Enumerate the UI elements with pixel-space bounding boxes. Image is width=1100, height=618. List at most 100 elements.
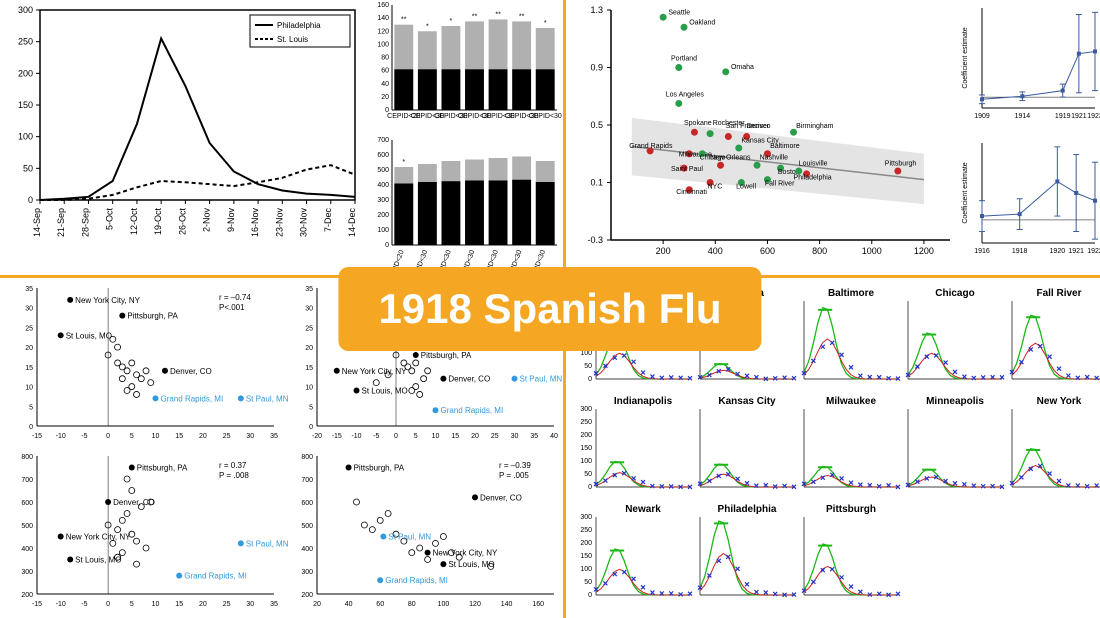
svg-text:Grand Rapids, MI: Grand Rapids, MI bbox=[441, 406, 504, 415]
svg-text:P<.001: P<.001 bbox=[219, 303, 245, 312]
svg-text:160: 160 bbox=[377, 2, 389, 9]
svg-text:100: 100 bbox=[18, 132, 33, 142]
svg-text:Indianapolis: Indianapolis bbox=[614, 396, 673, 407]
svg-text:50: 50 bbox=[584, 579, 592, 586]
svg-text:250: 250 bbox=[18, 37, 33, 47]
svg-text:150: 150 bbox=[580, 445, 592, 452]
svg-text:300: 300 bbox=[18, 5, 33, 15]
svg-text:-5: -5 bbox=[373, 433, 379, 440]
svg-text:1916: 1916 bbox=[974, 248, 990, 255]
svg-text:25: 25 bbox=[223, 433, 231, 440]
svg-text:Pittsburgh, PA: Pittsburgh, PA bbox=[137, 464, 188, 473]
svg-text:30: 30 bbox=[305, 306, 313, 313]
svg-text:10: 10 bbox=[432, 433, 440, 440]
svg-text:0: 0 bbox=[588, 484, 592, 491]
svg-text:160: 160 bbox=[532, 601, 544, 608]
panel-top-right: -0.30.10.50.91.320040060080010001200Seat… bbox=[566, 0, 1100, 275]
svg-text:0: 0 bbox=[394, 433, 398, 440]
svg-text:100: 100 bbox=[580, 566, 592, 573]
svg-text:New Orleans: New Orleans bbox=[710, 155, 751, 162]
svg-text:St Paul, MN: St Paul, MN bbox=[246, 394, 289, 403]
errorbar-panels: 19091914191919211923Coefficient estimate… bbox=[960, 0, 1100, 275]
svg-text:5: 5 bbox=[130, 433, 134, 440]
svg-text:80: 80 bbox=[381, 55, 389, 62]
svg-text:60: 60 bbox=[381, 68, 389, 75]
svg-text:Fall River: Fall River bbox=[1036, 288, 1081, 299]
svg-text:St Paul, MN: St Paul, MN bbox=[246, 539, 289, 548]
svg-text:Milwaukee: Milwaukee bbox=[826, 396, 876, 407]
svg-text:Pittsburgh, PA: Pittsburgh, PA bbox=[421, 351, 472, 360]
svg-text:120: 120 bbox=[377, 28, 389, 35]
svg-text:7-Dec: 7-Dec bbox=[323, 208, 333, 233]
svg-text:140: 140 bbox=[377, 15, 389, 22]
svg-text:15: 15 bbox=[451, 433, 459, 440]
svg-text:-10: -10 bbox=[56, 601, 66, 608]
svg-text:-0.3: -0.3 bbox=[587, 235, 603, 245]
svg-text:-10: -10 bbox=[351, 433, 361, 440]
svg-text:600: 600 bbox=[301, 500, 313, 507]
svg-text:23-Nov: 23-Nov bbox=[274, 208, 284, 238]
svg-text:10: 10 bbox=[305, 385, 313, 392]
svg-text:New York City, NY: New York City, NY bbox=[75, 296, 140, 305]
svg-text:26-Oct: 26-Oct bbox=[177, 208, 187, 236]
svg-text:St Paul, MN: St Paul, MN bbox=[388, 533, 431, 542]
svg-text:400: 400 bbox=[377, 182, 389, 189]
svg-text:300: 300 bbox=[377, 197, 389, 204]
title-badge: 1918 Spanish Flu bbox=[338, 267, 761, 351]
svg-text:Fall River: Fall River bbox=[765, 180, 795, 187]
svg-text:20: 20 bbox=[381, 94, 389, 101]
svg-text:600: 600 bbox=[21, 500, 33, 507]
svg-text:35: 35 bbox=[270, 601, 278, 608]
svg-text:*: * bbox=[544, 20, 547, 27]
svg-text:35: 35 bbox=[530, 433, 538, 440]
svg-text:12-Oct: 12-Oct bbox=[129, 208, 139, 236]
svg-text:Denver, CO: Denver, CO bbox=[113, 498, 155, 507]
svg-text:New York City, NY: New York City, NY bbox=[66, 533, 131, 542]
svg-text:200: 200 bbox=[377, 212, 389, 219]
svg-text:1919: 1919 bbox=[1055, 113, 1071, 120]
svg-text:Oakland: Oakland bbox=[689, 19, 715, 26]
svg-text:300: 300 bbox=[21, 569, 33, 576]
svg-text:Lowell: Lowell bbox=[736, 183, 756, 190]
svg-text:300: 300 bbox=[580, 406, 592, 413]
svg-text:14-Sep: 14-Sep bbox=[32, 208, 42, 237]
svg-text:50: 50 bbox=[584, 471, 592, 478]
svg-text:9-Nov: 9-Nov bbox=[226, 208, 236, 233]
svg-text:*: * bbox=[450, 18, 453, 25]
svg-text:1914: 1914 bbox=[1015, 113, 1031, 120]
svg-text:200: 200 bbox=[21, 592, 33, 599]
svg-text:15: 15 bbox=[175, 601, 183, 608]
bar-panels: 020406080100120140160**CEPID<20*CEPID<30… bbox=[367, 0, 562, 275]
svg-text:1200: 1200 bbox=[914, 246, 934, 256]
svg-text:15: 15 bbox=[25, 365, 33, 372]
svg-text:Denver, CO: Denver, CO bbox=[170, 367, 212, 376]
svg-text:-15: -15 bbox=[32, 433, 42, 440]
svg-text:100: 100 bbox=[377, 41, 389, 48]
svg-text:1921: 1921 bbox=[1068, 248, 1084, 255]
svg-text:Grand Rapids, MI: Grand Rapids, MI bbox=[184, 572, 247, 581]
svg-text:2-Nov: 2-Nov bbox=[202, 208, 212, 233]
svg-text:1920: 1920 bbox=[1050, 248, 1066, 255]
svg-text:20: 20 bbox=[25, 345, 33, 352]
epidemic-line-chart: 05010015020025030014-Sep21-Sep28-Sep5-Oc… bbox=[0, 0, 365, 275]
svg-text:15: 15 bbox=[175, 433, 183, 440]
svg-text:0: 0 bbox=[309, 424, 313, 431]
svg-text:300: 300 bbox=[301, 569, 313, 576]
svg-text:*: * bbox=[402, 159, 405, 166]
svg-text:0: 0 bbox=[29, 424, 33, 431]
svg-text:700: 700 bbox=[377, 137, 389, 144]
svg-text:0: 0 bbox=[106, 433, 110, 440]
svg-text:Coefficient estimate: Coefficient estimate bbox=[962, 27, 969, 88]
svg-text:40: 40 bbox=[381, 81, 389, 88]
svg-text:100: 100 bbox=[580, 350, 592, 357]
svg-text:20: 20 bbox=[199, 433, 207, 440]
svg-text:10: 10 bbox=[152, 433, 160, 440]
svg-text:200: 200 bbox=[580, 432, 592, 439]
svg-text:0.1: 0.1 bbox=[590, 178, 603, 188]
svg-text:Philadelphia: Philadelphia bbox=[718, 504, 777, 515]
svg-text:New York City, NY: New York City, NY bbox=[342, 367, 407, 376]
svg-text:St Louis, MO: St Louis, MO bbox=[75, 556, 121, 565]
svg-text:St Paul, MN: St Paul, MN bbox=[520, 375, 563, 384]
panel-top-left: 05010015020025030014-Sep21-Sep28-Sep5-Oc… bbox=[0, 0, 563, 275]
svg-text:14-Dec: 14-Dec bbox=[347, 208, 357, 238]
